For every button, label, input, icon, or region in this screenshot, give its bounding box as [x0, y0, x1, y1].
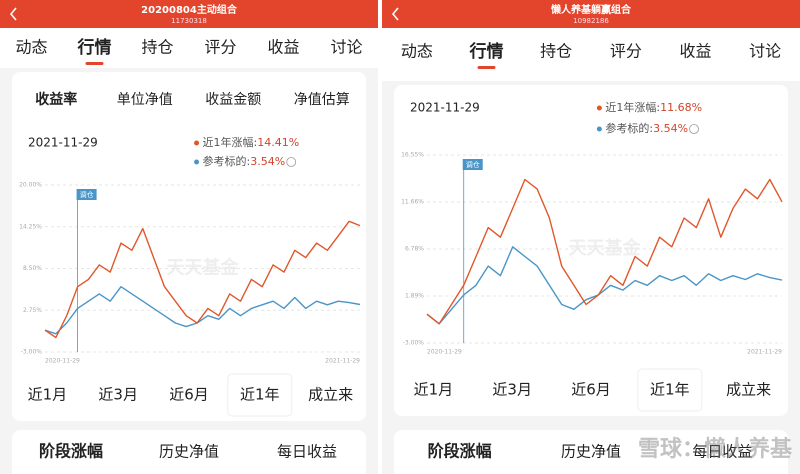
- period-button[interactable]: 近6月: [169, 386, 209, 404]
- tab[interactable]: 收益: [267, 38, 299, 57]
- x-tick-label: 2020-11-29: [45, 358, 80, 365]
- legend-dot: [596, 126, 602, 132]
- x-tick-label: 2021-11-29: [747, 349, 782, 356]
- legend-label: 近1年涨幅:: [203, 135, 258, 149]
- y-tick-label: 14.25%: [19, 223, 42, 230]
- header-code: 11730318: [171, 17, 207, 25]
- date: 2021-11-29: [410, 101, 480, 115]
- period-button[interactable]: 近1月: [414, 381, 454, 399]
- bottom-tab[interactable]: 阶段涨幅: [428, 442, 492, 461]
- page-watermark: 雪球：懒人养基: [638, 436, 793, 462]
- annotation-box: [462, 159, 483, 170]
- y-tick-label: 16.55%: [401, 152, 424, 159]
- y-tick-label: -3.00%: [403, 340, 425, 347]
- period-button[interactable]: 成立来: [308, 386, 353, 404]
- tab[interactable]: 行情: [77, 37, 112, 58]
- bottom-card: [12, 430, 366, 474]
- tab[interactable]: 收益: [679, 42, 711, 61]
- header-bar: [382, 0, 800, 28]
- legend-label: 参考标的:: [605, 121, 653, 135]
- tab[interactable]: 持仓: [540, 42, 572, 61]
- header-code: 10982186: [573, 17, 609, 25]
- annotation-label: 调仓: [466, 160, 480, 169]
- legend-value: 3.54%: [250, 155, 285, 168]
- series-line: [44, 220, 361, 339]
- tabs-bg: [382, 28, 800, 81]
- bottom-tab[interactable]: 历史净值: [561, 443, 621, 461]
- x-tick-label: 2021-11-29: [325, 358, 360, 365]
- tab[interactable]: 评分: [204, 38, 236, 57]
- legend-dot: [596, 105, 602, 111]
- series-line: [426, 178, 783, 325]
- y-tick-label: 20.00%: [19, 182, 42, 189]
- bottom-tab[interactable]: 阶段涨幅: [39, 442, 103, 461]
- subtab[interactable]: 收益金额: [205, 92, 261, 108]
- y-tick-label: 6.78%: [405, 245, 424, 252]
- series-line: [44, 286, 361, 335]
- period-active: [637, 368, 703, 412]
- info-icon: [286, 157, 297, 167]
- legend-value: 11.68%: [660, 101, 702, 114]
- period-button[interactable]: 成立来: [726, 381, 771, 399]
- period-button[interactable]: 近6月: [571, 381, 611, 399]
- y-tick-label: 11.66%: [401, 199, 424, 206]
- tab[interactable]: 讨论: [749, 42, 781, 61]
- tab[interactable]: 持仓: [141, 38, 173, 57]
- tab[interactable]: 动态: [401, 42, 433, 61]
- period-button[interactable]: 近3月: [492, 381, 532, 399]
- back-button[interactable]: [9, 7, 17, 21]
- y-tick-label: 2.75%: [23, 307, 42, 314]
- card: [12, 72, 366, 421]
- tab-underline: [477, 66, 496, 69]
- x-tick-label: 2020-11-29: [427, 349, 462, 356]
- info-icon: [689, 124, 699, 134]
- period-button[interactable]: 近1年: [650, 381, 690, 399]
- bottom-tab[interactable]: 每日收益: [692, 443, 752, 461]
- subtab[interactable]: 净值估算: [294, 92, 350, 108]
- header-title: 懒人养基躺赢组合: [551, 3, 632, 16]
- tab[interactable]: 行情: [469, 41, 504, 62]
- date: 2021-11-29: [28, 136, 98, 150]
- legend-dot: [194, 159, 200, 165]
- subtab[interactable]: 收益率: [35, 91, 77, 108]
- bottom-tab[interactable]: 每日收益: [277, 443, 337, 461]
- bottom-card: [394, 430, 788, 474]
- period-button[interactable]: 近1年: [240, 386, 280, 404]
- series-line: [426, 246, 783, 325]
- legend-label: 近1年涨幅:: [605, 100, 660, 114]
- annotation-label: 调仓: [80, 190, 94, 199]
- period-active: [227, 373, 293, 417]
- y-tick-label: -3.00%: [21, 349, 43, 356]
- header-bar: [0, 0, 378, 28]
- legend-dot: [194, 140, 200, 146]
- tab[interactable]: 讨论: [330, 38, 362, 57]
- subtab[interactable]: 单位净值: [117, 92, 173, 108]
- card: [394, 85, 788, 416]
- tabs-bg: [0, 28, 378, 68]
- legend-value: 14.41%: [257, 136, 299, 149]
- bottom-tab[interactable]: 历史净值: [159, 443, 219, 461]
- chart-watermark: 天天基金: [167, 257, 240, 279]
- header-title: 20200804主动组合: [141, 3, 238, 16]
- back-button[interactable]: [391, 7, 399, 21]
- tab[interactable]: 评分: [610, 42, 642, 61]
- y-tick-label: 8.50%: [23, 265, 42, 272]
- annotation-box: [76, 189, 97, 200]
- chart-watermark: 天天基金: [569, 237, 642, 259]
- legend-value: 3.54%: [653, 122, 688, 135]
- tab-underline: [85, 62, 104, 65]
- y-tick-label: 1.89%: [405, 292, 424, 299]
- tab[interactable]: 动态: [15, 38, 47, 57]
- legend-label: 参考标的:: [203, 154, 251, 168]
- period-button[interactable]: 近3月: [98, 386, 138, 404]
- period-button[interactable]: 近1月: [28, 386, 68, 404]
